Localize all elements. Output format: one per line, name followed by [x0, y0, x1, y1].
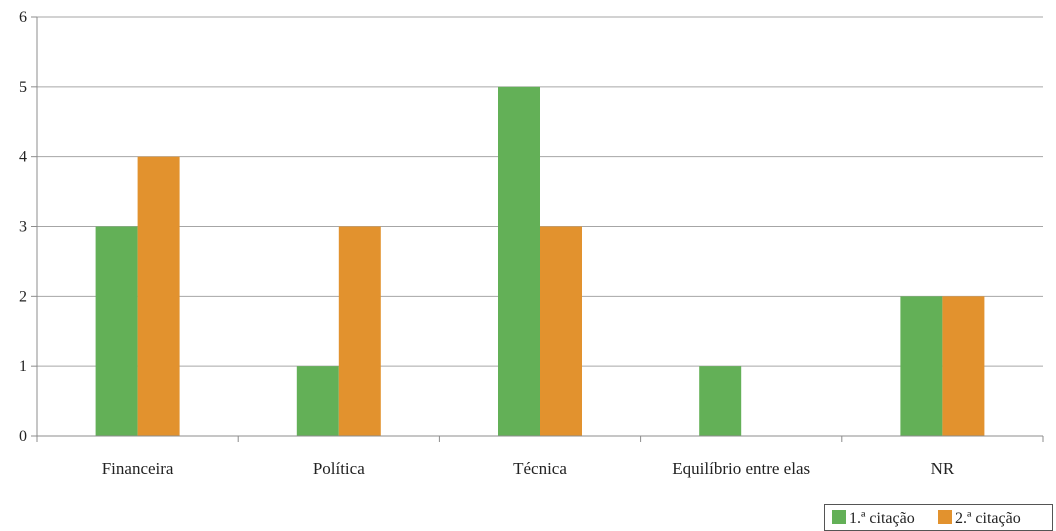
legend-swatch [832, 510, 846, 524]
bar-2-2 [338, 226, 381, 436]
bar-1-3 [498, 86, 540, 436]
legend-swatch [938, 510, 952, 524]
bar-2-3 [540, 226, 582, 436]
x-category-label: Técnica [513, 459, 567, 478]
x-category-label: Equilíbrio entre elas [672, 459, 810, 478]
legend: 1.ª citação 2.ª citação [824, 504, 1053, 531]
bar-1-5 [900, 296, 943, 436]
legend-label: 2.ª citação [955, 510, 1021, 527]
x-category-label: NR [931, 459, 955, 478]
axes [36, 17, 1044, 442]
y-tick-label: 2 [19, 288, 27, 305]
y-tick-label: 5 [19, 79, 27, 96]
y-axis-tick-labels: 0 1 2 3 4 5 6 [19, 9, 27, 445]
y-tick-label: 6 [19, 9, 27, 26]
legend-label: 1.ª citação [849, 510, 915, 527]
bars [95, 86, 985, 436]
bar-2-5 [942, 296, 985, 436]
bar-1-4 [699, 366, 742, 436]
y-tick-label: 3 [19, 219, 27, 236]
bar-2-1 [137, 156, 180, 436]
y-tick-label: 0 [19, 428, 27, 445]
x-category-label: Política [313, 459, 365, 478]
x-axis-category-labels: Financeira Política Técnica Equilíbrio entr… [102, 459, 955, 478]
y-tick-label: 1 [19, 358, 27, 375]
bar-1-2 [296, 366, 339, 436]
x-category-label: Financeira [102, 459, 174, 478]
legend-box [824, 504, 1053, 531]
y-tick-label: 4 [19, 149, 27, 166]
bar-1-1 [95, 226, 138, 436]
